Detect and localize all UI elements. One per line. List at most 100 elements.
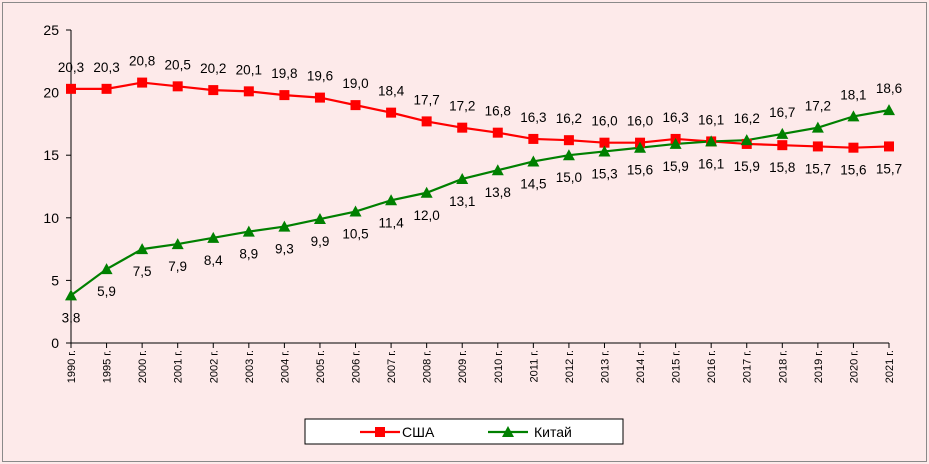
china-marker — [242, 225, 255, 237]
usa-data-label: 15,6 — [840, 163, 866, 178]
legend-box — [304, 418, 624, 445]
usa-data-label: 19,0 — [342, 76, 368, 91]
x-tick-label: 2017 г. — [742, 350, 754, 383]
usa-data-label: 15,9 — [734, 159, 760, 174]
x-tick-label: 2004 г. — [279, 350, 291, 383]
usa-marker — [279, 90, 290, 101]
usa-data-label: 19,6 — [307, 69, 333, 84]
china-data-label: 16,1 — [698, 156, 724, 171]
usa-data-label: 15,8 — [769, 160, 795, 175]
usa-marker — [563, 135, 574, 146]
usa-data-label: 20,3 — [93, 60, 119, 75]
usa-data-label: 20,5 — [165, 57, 191, 72]
x-tick-label: 2005 г. — [315, 350, 327, 383]
series-markers — [65, 77, 895, 301]
china-marker — [420, 186, 433, 198]
china-data-label: 18,6 — [876, 81, 902, 96]
usa-marker — [492, 127, 503, 138]
china-data-label: 9,9 — [311, 234, 330, 249]
usa-data-label: 16,0 — [627, 114, 653, 129]
china-marker — [491, 164, 504, 176]
china-data-label: 7,5 — [133, 264, 152, 279]
usa-data-label: 16,8 — [485, 104, 511, 119]
x-tick-label: 1990 г. — [66, 350, 78, 383]
x-tick-label: 2007 г. — [386, 350, 398, 383]
china-marker — [136, 243, 149, 255]
usa-marker — [848, 142, 859, 153]
data-labels: 20,3 20,3 20,8 20,5 20,2 20,1 19,8 19,6 19,0 18,4… — [58, 54, 902, 326]
usa-data-label: 18,4 — [378, 84, 405, 99]
china-marker — [776, 127, 789, 139]
china-data-label: 18,1 — [840, 87, 866, 102]
legend-label: США — [402, 424, 435, 440]
china-marker — [598, 145, 611, 157]
y-tick-label: 20 — [43, 85, 59, 101]
china-data-label: 13,8 — [485, 185, 511, 200]
china-marker — [385, 194, 398, 206]
usa-data-label: 17,2 — [449, 99, 475, 114]
china-data-label: 8,4 — [204, 253, 223, 268]
usa-marker — [884, 141, 894, 152]
usa-data-label: 17,7 — [414, 92, 440, 107]
china-marker — [349, 205, 362, 217]
legend-marker-usa — [375, 427, 385, 437]
y-tick-label: 25 — [43, 22, 59, 38]
china-marker — [456, 172, 469, 184]
china-data-label: 12,0 — [414, 208, 440, 223]
china-marker — [562, 149, 575, 161]
usa-marker — [421, 116, 432, 127]
china-data-label: 13,1 — [449, 194, 475, 209]
usa-marker — [66, 83, 76, 94]
china-marker — [847, 110, 860, 122]
usa-marker — [386, 107, 397, 118]
x-tick-label: 2015 г. — [671, 350, 683, 383]
china-marker — [740, 134, 753, 146]
china-data-label: 8,9 — [239, 247, 258, 262]
legend: США Китай — [304, 418, 624, 445]
x-tick-label: 2014 г. — [635, 350, 647, 383]
usa-data-label: 16,2 — [556, 111, 582, 126]
china-data-label: 16,7 — [769, 105, 795, 120]
y-tick-label: 15 — [43, 147, 59, 163]
usa-data-label: 15,7 — [876, 161, 902, 176]
usa-data-label: 19,8 — [271, 66, 297, 81]
series-line-china — [70, 109, 890, 297]
usa-data-label: 16,1 — [698, 112, 724, 127]
x-tick-label: 2001 г. — [173, 350, 185, 383]
y-tick-label: 5 — [51, 272, 59, 288]
china-marker — [527, 155, 540, 167]
usa-data-label: 16,3 — [662, 110, 688, 125]
usa-data-label: 20,3 — [58, 60, 84, 75]
china-marker — [278, 220, 291, 232]
china-data-label: 15,6 — [627, 163, 653, 178]
x-tick-label: 2021 г. — [884, 350, 896, 383]
usa-data-label: 16,3 — [520, 110, 546, 125]
china-data-label: 3,8 — [62, 310, 81, 325]
usa-data-label: 20,8 — [129, 54, 155, 69]
china-marker — [65, 289, 77, 301]
usa-marker — [528, 133, 539, 144]
x-tick-label: 2012 г. — [564, 350, 576, 383]
y-tick-label: 0 — [51, 335, 59, 351]
usa-marker — [350, 100, 361, 111]
china-data-label: 17,2 — [805, 99, 831, 114]
usa-data-label: 20,2 — [200, 61, 226, 76]
x-tick-label: 2006 г. — [351, 350, 363, 383]
x-tick-label: 2010 г. — [493, 350, 505, 383]
x-tick-label: 2013 г. — [599, 350, 611, 383]
y-tick-label: 10 — [43, 210, 59, 226]
x-tick-label: 2009 г. — [457, 350, 469, 383]
china-marker — [207, 231, 220, 243]
legend-marker-china — [502, 426, 514, 437]
china-marker — [171, 238, 184, 250]
china-data-label: 16,2 — [734, 111, 760, 126]
usa-marker — [137, 77, 148, 88]
usa-marker — [101, 83, 112, 94]
series-lines — [70, 81, 890, 297]
china-data-label: 11,4 — [378, 215, 404, 230]
x-tick-label: 2019 г. — [813, 350, 825, 383]
usa-marker — [599, 137, 610, 148]
x-tick-label: 2008 г. — [422, 350, 434, 383]
